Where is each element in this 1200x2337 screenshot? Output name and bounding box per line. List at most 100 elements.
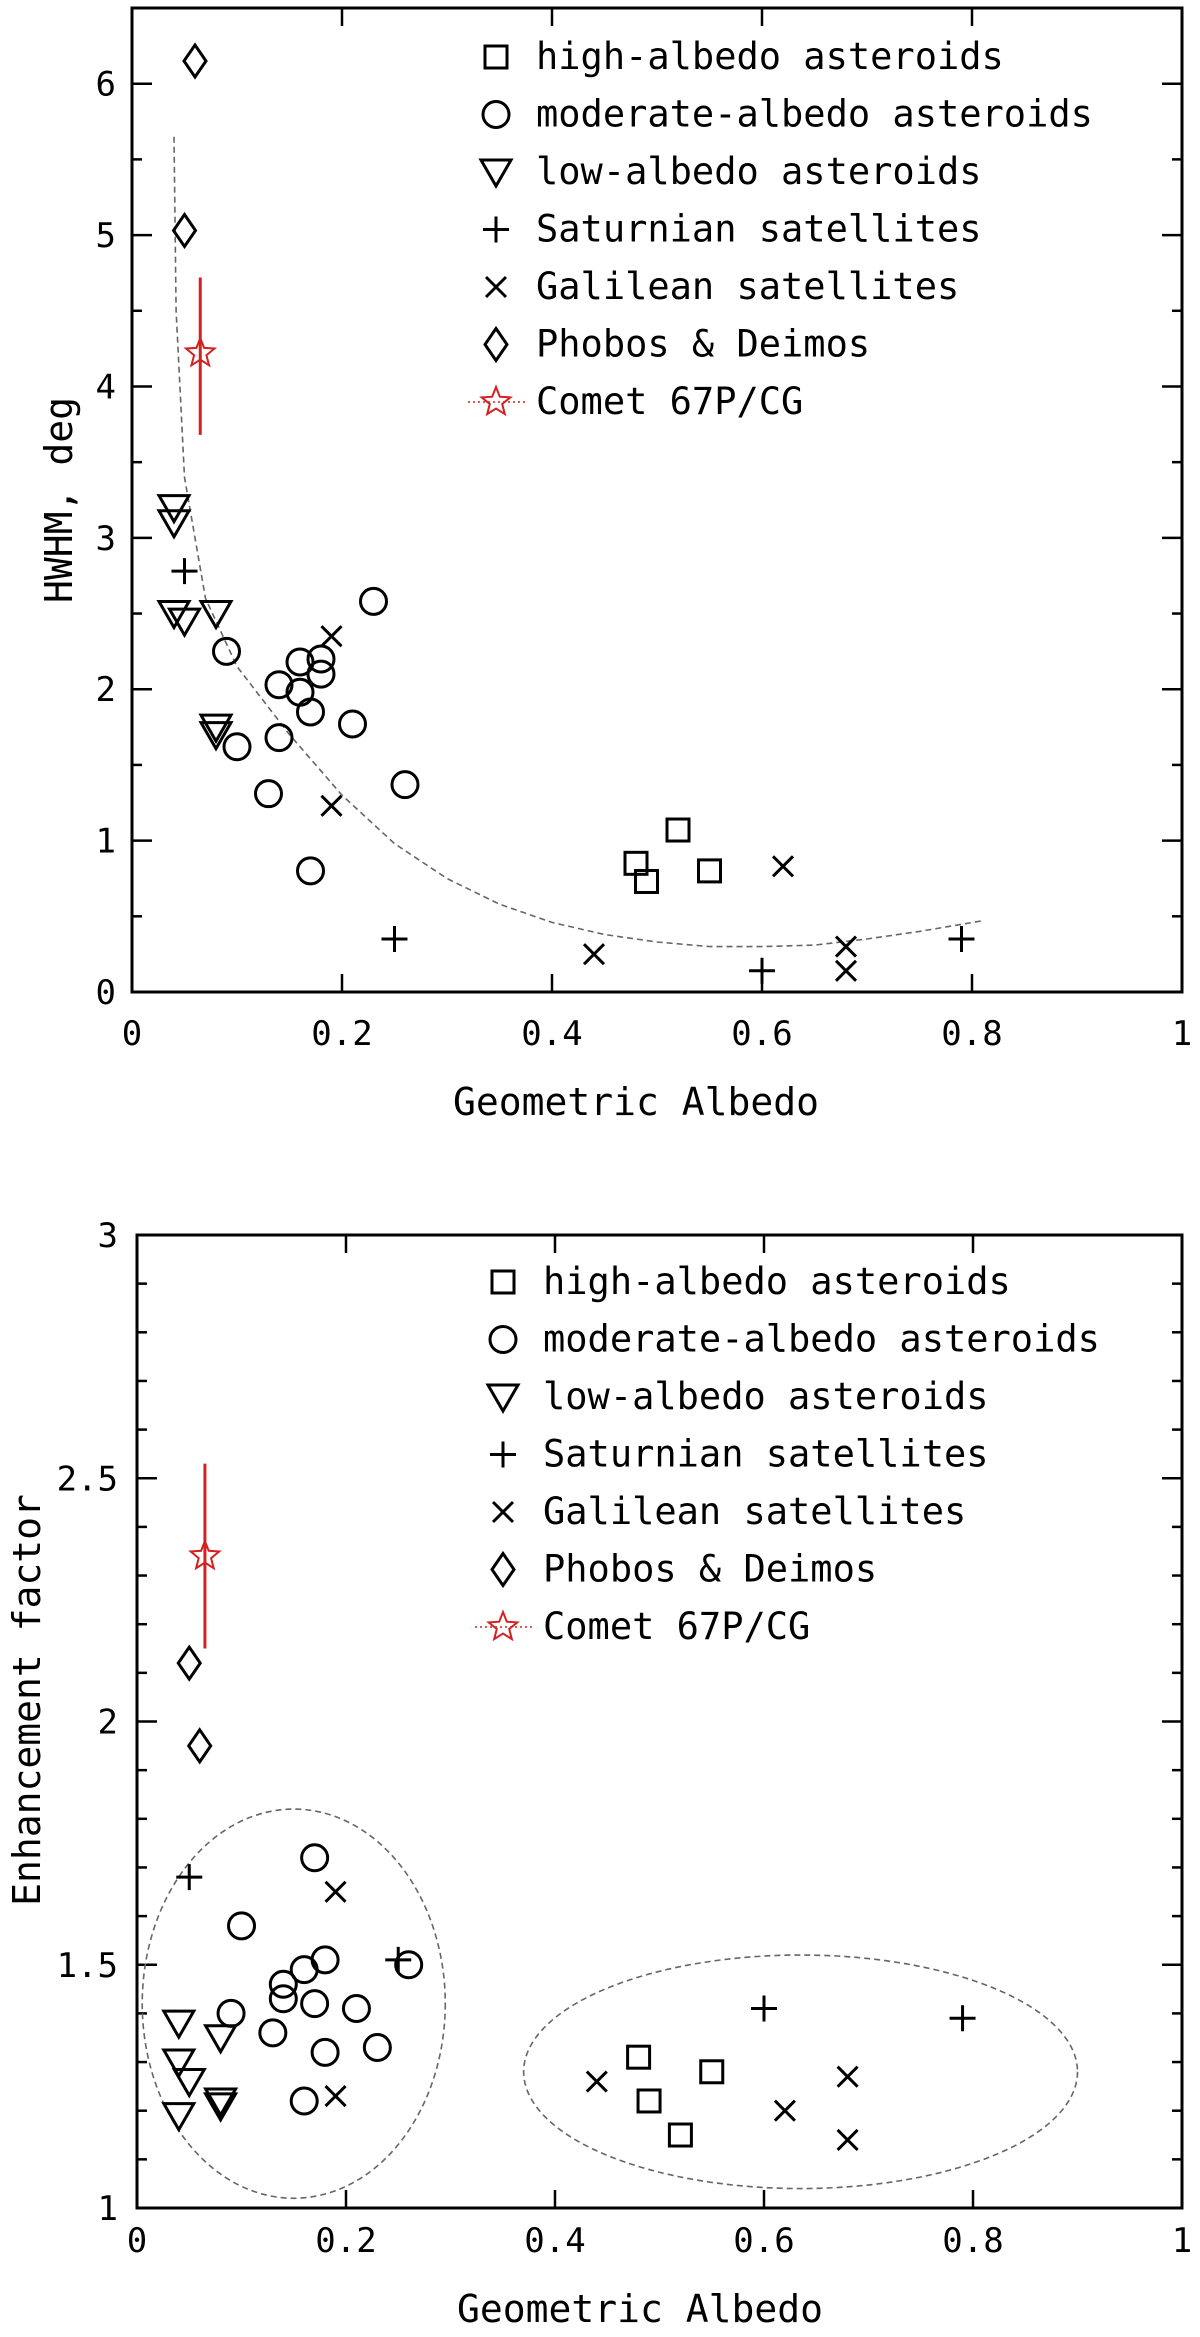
moderate-point — [390, 770, 420, 800]
legend-label-high: high-albedo asteroids — [543, 1260, 1011, 1303]
x-tick-label: 0.4 — [524, 2221, 585, 2261]
high-point — [665, 817, 691, 843]
x-tick-label: 1 — [1172, 1014, 1192, 1054]
phobos-point — [186, 1727, 213, 1765]
saturnian-point — [171, 558, 198, 585]
high-point — [697, 858, 722, 884]
low-point — [166, 607, 203, 639]
moderate-point — [341, 1994, 371, 2024]
y-tick-label: 2 — [98, 1703, 118, 1743]
legend-label-comet: Comet 67P/CG — [543, 1605, 810, 1648]
legend-marker-high — [483, 44, 509, 70]
x-tick-label: 0 — [127, 2221, 147, 2261]
x-axis-label: Geometric Albedo — [457, 2287, 823, 2331]
galilean-point — [773, 2099, 796, 2122]
moderate-point — [394, 1950, 424, 1980]
moderate-point — [362, 2032, 392, 2062]
high-point — [636, 2088, 662, 2114]
saturnian-point — [176, 1864, 203, 1891]
galilean-point — [324, 1880, 347, 1903]
trend-curve — [173, 136, 983, 948]
y-axis-label: HWHM, deg — [37, 397, 81, 603]
moderate-point — [338, 709, 367, 739]
saturnian-point — [948, 926, 975, 953]
moderate-point — [296, 856, 325, 886]
high-point — [626, 2044, 652, 2070]
legend-marker-moderate — [481, 100, 511, 129]
saturnian-point — [751, 1995, 777, 2022]
moderate-point — [268, 1984, 298, 2014]
galilean-point — [320, 625, 343, 648]
legend-label-phobos: Phobos & Deimos — [536, 323, 870, 366]
legend-label-galilean: Galilean satellites — [536, 265, 959, 308]
galilean-point — [320, 794, 343, 817]
moderate-point — [216, 1998, 246, 2028]
legend-label-low: low-albedo asteroids — [543, 1375, 989, 1418]
moderate-point — [258, 2018, 288, 2048]
moderate-point — [227, 1911, 256, 1941]
saturnian-point — [949, 2005, 976, 2032]
low-point — [203, 2087, 239, 2118]
low-point — [156, 600, 192, 631]
y-tick-label: 2.5 — [57, 1459, 118, 1499]
legend-label-moderate: moderate-albedo asteroids — [536, 93, 1093, 136]
legend-label-moderate: moderate-albedo asteroids — [543, 1318, 1100, 1361]
phobos-point — [176, 1644, 203, 1682]
x-tick-label: 0 — [122, 1014, 142, 1054]
x-axis-label: Geometric Albedo — [453, 1080, 819, 1124]
galilean-point — [834, 935, 858, 958]
legend-marker-galilean — [484, 275, 508, 299]
galilean-point — [324, 2085, 347, 2108]
low-point — [161, 2102, 197, 2133]
legend-marker-saturnian — [490, 1441, 516, 1468]
phobos-point — [182, 42, 208, 80]
comet-point — [183, 335, 218, 368]
moderate-point — [268, 1969, 298, 1999]
saturnian-point — [381, 926, 408, 953]
moderate-point — [264, 723, 294, 753]
moderate-point — [300, 1989, 330, 2019]
phobos-point — [171, 211, 198, 250]
low-point — [198, 600, 234, 631]
low-point — [161, 2009, 197, 2041]
legend-label-high: high-albedo asteroids — [536, 35, 1004, 78]
y-tick-label: 0 — [96, 973, 116, 1013]
group-ellipse — [522, 1954, 1079, 2190]
y-tick-label: 1 — [98, 2189, 118, 2229]
saturnian-point — [385, 1946, 412, 1973]
y-tick-label: 4 — [96, 367, 116, 407]
moderate-point — [285, 647, 315, 677]
legend-label-phobos: Phobos & Deimos — [543, 1548, 877, 1591]
moderate-point — [264, 670, 294, 700]
moderate-point — [300, 1843, 330, 1873]
low-point — [161, 2048, 197, 2080]
low-point — [156, 509, 192, 540]
legend-marker-phobos — [483, 325, 509, 364]
x-tick-label: 0.6 — [731, 1014, 792, 1054]
y-tick-label: 2 — [96, 670, 116, 710]
y-tick-label: 1 — [96, 822, 116, 862]
high-point — [634, 868, 659, 894]
moderate-point — [306, 644, 336, 674]
low-point — [198, 713, 234, 745]
x-tick-label: 0.4 — [521, 1014, 582, 1054]
saturnian-point — [749, 957, 775, 984]
high-point — [699, 2059, 725, 2085]
moderate-point — [254, 779, 283, 809]
low-point — [203, 2092, 239, 2123]
y-tick-label: 6 — [96, 65, 116, 105]
moderate-point — [296, 697, 325, 727]
x-tick-label: 1 — [1172, 2221, 1192, 2261]
legend-marker-galilean — [491, 1500, 515, 1524]
low-point — [156, 494, 192, 525]
low-point — [203, 2024, 239, 2055]
x-tick-label: 0.8 — [941, 1014, 1002, 1054]
comet-point — [188, 1538, 222, 1571]
moderate-point — [222, 732, 252, 762]
group-ellipse — [141, 1808, 447, 2200]
x-tick-label: 0.2 — [315, 2221, 376, 2261]
legend-marker-phobos — [490, 1550, 516, 1589]
y-axis-label: Enhancement factor — [5, 1494, 49, 1906]
galilean-point — [836, 2128, 859, 2151]
